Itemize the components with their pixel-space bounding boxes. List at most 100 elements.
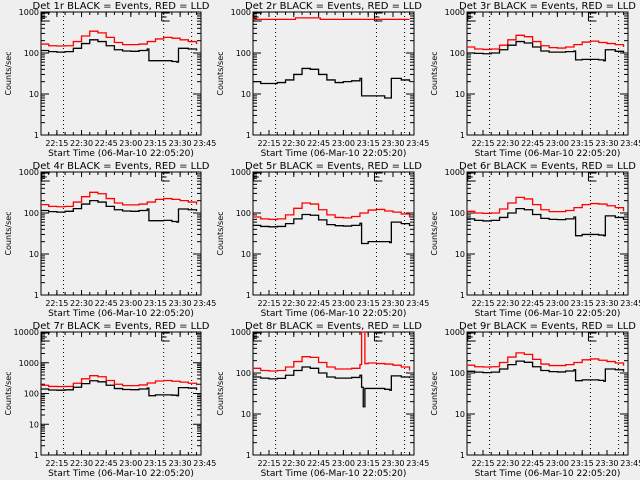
panel-title: Det 2r BLACK = Events, RED = LLD [245, 1, 422, 12]
x-tick-label: 23:30 [595, 299, 618, 308]
panel-3: Det 3r BLACK = Events, RED = LLD 1 10 100 10… [430, 1, 640, 159]
series-events-line [253, 67, 411, 99]
y-tick-label: 1 [34, 451, 39, 460]
panel-title: Det 7r BLACK = Events, RED = LLD [33, 321, 210, 332]
x-tick-label: 22:30 [282, 139, 305, 148]
y-axis-label: Counts/sec [216, 371, 225, 415]
x-tick-label: 23:00 [119, 139, 142, 148]
series-lld-line [467, 352, 625, 368]
series-events-line [253, 366, 411, 408]
y-axis-label: Counts/sec [216, 211, 225, 255]
x-tick-label: 23:45 [620, 299, 640, 308]
x-tick-label: 22:45 [95, 299, 118, 308]
x-tick-label: 23:00 [119, 299, 142, 308]
x-tick-label: 23:45 [620, 139, 640, 148]
y-tick-label: 10 [241, 410, 251, 419]
y-tick-label: 1000 [19, 168, 39, 177]
panel-9: Det 9r BLACK = Events, RED = LLD 1 10 100 10… [430, 321, 640, 479]
x-axis-label: Start Time (06-Mar-10 22:05:20) [475, 149, 621, 159]
panel-6: Det 6r BLACK = Events, RED = LLD 1 10 100 10… [430, 161, 640, 319]
panel-5: Det 5r BLACK = Events, RED = LLD 1 10 100 10… [216, 161, 429, 319]
y-tick-label: 100 [450, 369, 465, 378]
x-tick-label: 22:45 [521, 139, 544, 148]
x-tick-label: 22:45 [307, 459, 330, 468]
event-flag-icon [41, 332, 50, 342]
y-tick-label: 100 [450, 49, 465, 58]
x-tick-label: 22:30 [282, 459, 305, 468]
y-axis-label: Counts/sec [430, 371, 439, 415]
event-flag-icon [41, 172, 50, 182]
x-tick-label: 22:30 [496, 459, 519, 468]
plot-frame [40, 11, 202, 136]
y-tick-label: 1 [34, 291, 39, 300]
event-flag-icon [161, 12, 170, 22]
panel-title: Det 4r BLACK = Events, RED = LLD [33, 161, 210, 172]
event-flag-icon [41, 12, 50, 22]
plot-frame [252, 171, 415, 296]
x-tick-label: 22:45 [95, 459, 118, 468]
x-axis-label: Start Time (06-Mar-10 22:05:20) [261, 469, 407, 479]
panel-8: Det 8r BLACK = Events, RED = LLD 1 10 100 10… [216, 321, 429, 479]
x-tick-label: 22:15 [471, 299, 494, 308]
y-tick-label: 10 [241, 90, 251, 99]
x-axis-label: Start Time (06-Mar-10 22:05:20) [475, 309, 621, 319]
y-tick-label: 10000 [14, 328, 39, 337]
x-axis-label: Start Time (06-Mar-10 22:05:20) [261, 149, 407, 159]
series-lld-line [253, 17, 410, 21]
plot-frame [252, 331, 415, 456]
event-flag-icon [253, 332, 262, 342]
x-tick-label: 23:15 [571, 459, 594, 468]
y-tick-label: 1000 [19, 359, 39, 368]
x-tick-label: 22:30 [70, 139, 93, 148]
x-tick-label: 23:00 [546, 139, 569, 148]
plot-frame [40, 171, 202, 296]
x-tick-label: 23:30 [169, 459, 192, 468]
x-tick-label: 23:30 [595, 139, 618, 148]
x-tick-label: 23:15 [357, 459, 380, 468]
plot-frame [466, 11, 629, 136]
x-tick-label: 23:30 [381, 459, 404, 468]
series-lld-line [41, 191, 198, 208]
y-tick-label: 100 [24, 49, 39, 58]
x-tick-label: 22:45 [307, 299, 330, 308]
x-tick-label: 22:15 [45, 139, 68, 148]
panel-4: Det 4r BLACK = Events, RED = LLD 1 10 100 10… [4, 161, 216, 319]
y-tick-label: 1000 [445, 328, 465, 337]
y-tick-label: 1 [34, 131, 39, 140]
x-tick-label: 23:45 [406, 459, 429, 468]
x-tick-label: 22:30 [496, 139, 519, 148]
plot-frame [40, 331, 202, 456]
x-tick-label: 23:15 [144, 299, 167, 308]
y-tick-label: 1000 [231, 328, 251, 337]
x-tick-label: 22:45 [521, 299, 544, 308]
event-flag-icon [467, 12, 476, 22]
series-lld-line [41, 30, 198, 47]
event-flag-icon [587, 172, 597, 182]
x-tick-label: 22:45 [521, 459, 544, 468]
x-tick-label: 22:15 [257, 299, 280, 308]
x-axis-label: Start Time (06-Mar-10 22:05:20) [475, 469, 621, 479]
x-tick-label: 23:45 [620, 459, 640, 468]
series-events-line [41, 200, 198, 223]
x-tick-label: 23:45 [193, 459, 216, 468]
x-axis-label: Start Time (06-Mar-10 22:05:20) [261, 309, 407, 319]
x-tick-label: 22:15 [257, 139, 280, 148]
y-tick-label: 100 [236, 369, 251, 378]
y-tick-label: 100 [236, 49, 251, 58]
x-tick-label: 23:45 [406, 139, 429, 148]
x-tick-label: 23:30 [381, 299, 404, 308]
series-lld-line [467, 196, 625, 215]
event-flag-icon [161, 172, 170, 182]
event-flag-icon [587, 12, 597, 22]
x-tick-label: 23:15 [357, 139, 380, 148]
x-axis-label: Start Time (06-Mar-10 22:05:20) [48, 149, 194, 159]
x-tick-label: 23:30 [381, 139, 404, 148]
event-flag-icon [587, 332, 597, 342]
panel-title: Det 8r BLACK = Events, RED = LLD [245, 321, 422, 332]
x-tick-label: 23:00 [332, 459, 355, 468]
y-axis-label: Counts/sec [216, 51, 225, 95]
x-tick-label: 23:15 [357, 299, 380, 308]
series-events-line [41, 380, 198, 397]
y-tick-label: 100 [24, 209, 39, 218]
series-events-line [467, 207, 625, 237]
